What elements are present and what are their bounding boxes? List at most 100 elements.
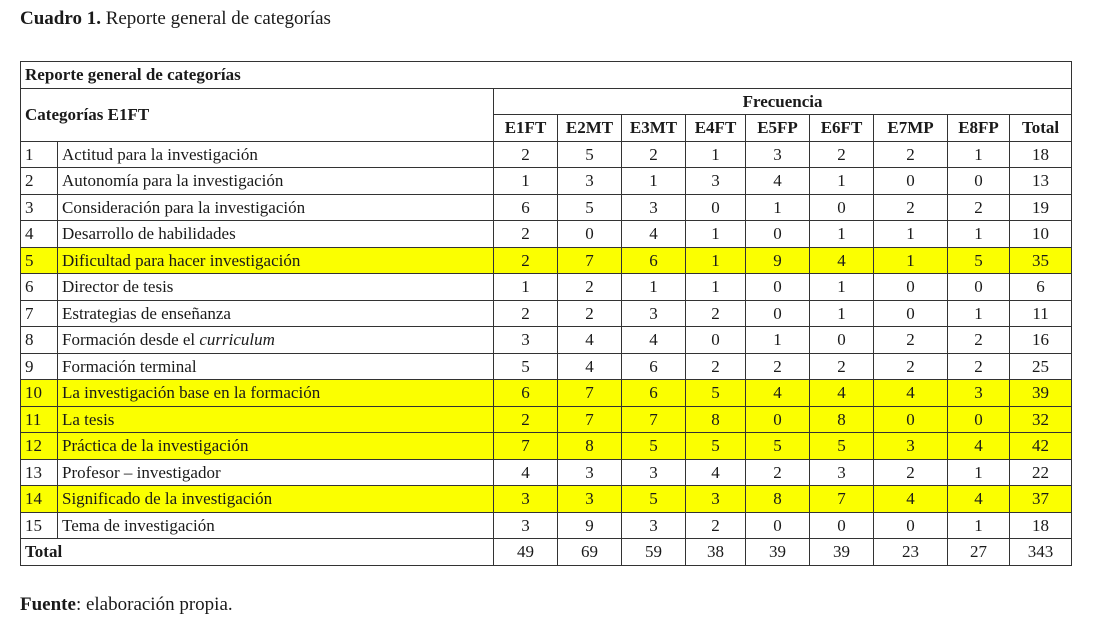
column-header-row: E1FT E2MT E3MT E4FT E5FP E6FT E7MP E8FP Total (21, 114, 1073, 142)
row-number: 5 (20, 246, 58, 274)
cell-e2mt: 4 (557, 326, 622, 354)
cell-total: 42 (1008, 432, 1073, 460)
cell-e6ft: 0 (809, 193, 874, 221)
column-header-e5fp: E5FP (745, 114, 810, 142)
cell-e8fp: 4 (947, 432, 1010, 460)
cell-e6ft: 3 (809, 458, 874, 486)
cell-e8fp: 5 (947, 246, 1010, 274)
cell-total: 37 (1008, 485, 1073, 513)
table-row: 5 Dificultad para hacer investigación 2 7 6 1… (20, 246, 1073, 274)
cell-total: 16 (1008, 326, 1073, 354)
cell-total: 18 (1008, 511, 1073, 539)
cell-e7mp: 2 (873, 458, 948, 486)
row-number: 7 (20, 299, 58, 327)
cell-e3mt: 3 (621, 511, 686, 539)
table-row: 14 Significado de la investigación 3 3 5 3 8 7 4… (20, 485, 1073, 513)
category-name-text: Desarrollo de habilidades (62, 224, 236, 244)
cell-e2mt: 3 (557, 458, 622, 486)
cell-total: 25 (1008, 352, 1073, 380)
cell-e4ft: 0 (685, 326, 746, 354)
column-header-total: Total (1008, 114, 1073, 142)
cell-e1ft: 2 (493, 140, 558, 168)
row-number: 2 (20, 167, 58, 195)
category-name-text: Dificultad para hacer investigación (62, 250, 301, 270)
cell-e5fp: 5 (745, 432, 810, 460)
cell-e4ft: 1 (685, 246, 746, 274)
total-e1ft: 49 (493, 538, 558, 566)
cell-e4ft: 2 (685, 299, 746, 327)
cell-total: 18 (1008, 140, 1073, 168)
cell-e8fp: 0 (947, 167, 1010, 195)
cell-e1ft: 7 (493, 432, 558, 460)
category-name-text: Significado de la investigación (62, 489, 273, 509)
cell-e4ft: 4 (685, 458, 746, 486)
cell-e5fp: 0 (745, 405, 810, 433)
category-name-text: Tema de investigación (62, 515, 215, 535)
cell-e3mt: 1 (621, 167, 686, 195)
row-number: 1 (20, 140, 58, 168)
frequency-header-row: Categorías E1FT Frecuencia (20, 87, 1073, 142)
cell-e2mt: 3 (557, 167, 622, 195)
category-name: La investigación base en la formación (57, 379, 494, 407)
cell-e6ft: 1 (809, 167, 874, 195)
cell-e6ft: 5 (809, 432, 874, 460)
cell-e2mt: 5 (557, 193, 622, 221)
category-name: Significado de la investigación (57, 485, 494, 513)
cell-e4ft: 1 (685, 273, 746, 301)
cell-total: 13 (1008, 167, 1073, 195)
table-row: 3 Consideración para la investigación 6 5 3 0… (20, 193, 1073, 221)
table-row: 15 Tema de investigación 3 9 3 2 0 0 0 1 18 (20, 511, 1073, 539)
cell-e7mp: 0 (873, 273, 948, 301)
cell-e3mt: 4 (621, 326, 686, 354)
cell-e5fp: 9 (745, 246, 810, 274)
cell-total: 39 (1008, 379, 1073, 407)
table-row: 11 La tesis 2 7 7 8 0 8 0 0 32 (20, 405, 1073, 433)
cell-e1ft: 2 (493, 405, 558, 433)
category-header: Categorías E1FT (20, 87, 494, 142)
column-header-e2mt: E2MT (557, 114, 622, 142)
cell-e7mp: 2 (873, 326, 948, 354)
cell-e6ft: 1 (809, 299, 874, 327)
cell-e1ft: 2 (493, 220, 558, 248)
category-name-text: Formación desde el (62, 330, 200, 350)
total-row: Total 49 69 59 38 39 39 23 27 343 (20, 538, 1073, 566)
cell-e7mp: 0 (873, 167, 948, 195)
category-name-italic: curriculum (199, 330, 275, 350)
category-name-text: La tesis (62, 409, 115, 429)
cell-e3mt: 5 (621, 432, 686, 460)
caption-label: Cuadro 1. (20, 8, 101, 29)
source-text: : elaboración propia. (75, 594, 233, 615)
category-name: Tema de investigación (57, 511, 494, 539)
caption-text: Reporte general de categorías (100, 8, 331, 29)
row-number: 12 (20, 432, 58, 460)
cell-e8fp: 2 (947, 193, 1010, 221)
cell-e5fp: 3 (745, 140, 810, 168)
cell-e3mt: 7 (621, 405, 686, 433)
cell-e4ft: 1 (685, 140, 746, 168)
category-name-text: Estrategias de enseñanza (62, 303, 231, 323)
category-name-text: Consideración para la investigación (62, 197, 306, 217)
table-caption: Cuadro 1. Reporte general de categorías (20, 6, 331, 32)
cell-e1ft: 2 (493, 246, 558, 274)
cell-e2mt: 4 (557, 352, 622, 380)
cell-e7mp: 4 (873, 485, 948, 513)
category-name-text: La investigación base en la formación (62, 383, 321, 403)
cell-e5fp: 8 (745, 485, 810, 513)
cell-e3mt: 6 (621, 379, 686, 407)
category-name: Formación desde el curriculum (57, 326, 494, 354)
category-name: Formación terminal (57, 352, 494, 380)
total-e6ft: 39 (809, 538, 874, 566)
cell-total: 10 (1008, 220, 1073, 248)
cell-e7mp: 0 (873, 511, 948, 539)
column-header-e8fp: E8FP (947, 114, 1010, 142)
source-label: Fuente (20, 594, 76, 615)
cell-e5fp: 2 (745, 352, 810, 380)
category-name-text: Profesor – investigador (62, 462, 221, 482)
row-number: 10 (20, 379, 58, 407)
cell-e1ft: 6 (493, 193, 558, 221)
cell-e5fp: 2 (745, 458, 810, 486)
cell-e1ft: 1 (493, 273, 558, 301)
cell-e4ft: 3 (685, 485, 746, 513)
source-note: Fuente: elaboración propia. (20, 592, 233, 618)
cell-e3mt: 1 (621, 273, 686, 301)
